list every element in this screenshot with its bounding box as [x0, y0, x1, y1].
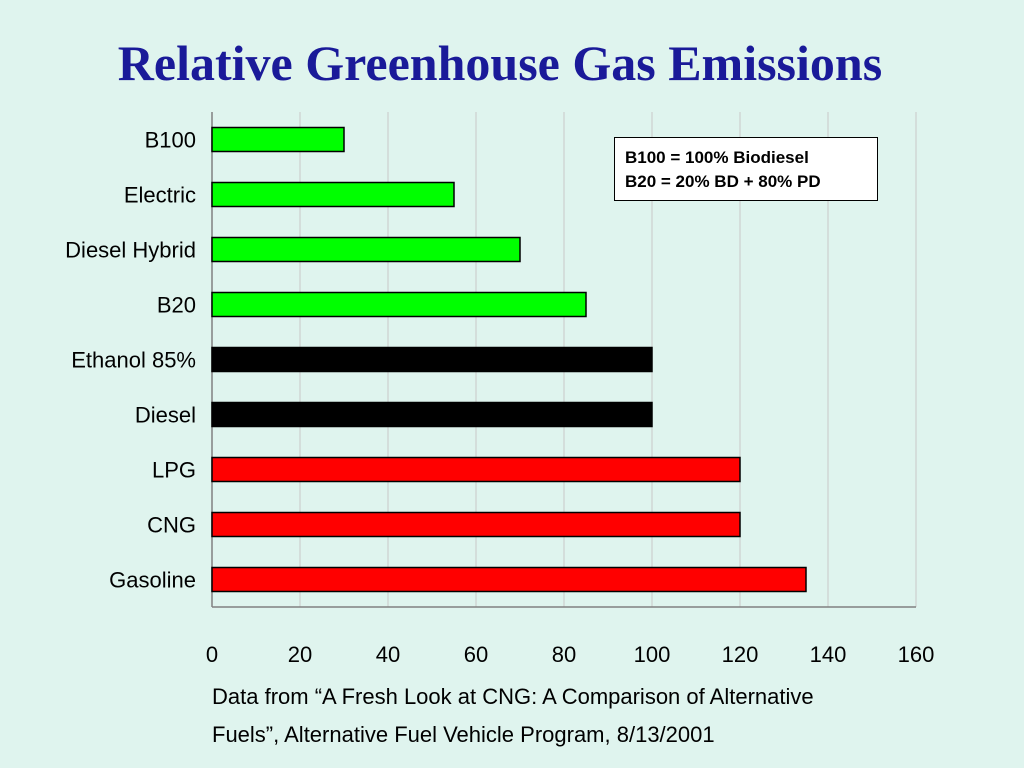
bar-diesel-hybrid [211, 236, 521, 263]
category-label: Ethanol 85% [71, 348, 196, 373]
source-line-2: Fuels”, Alternative Fuel Vehicle Program… [212, 722, 715, 747]
category-label: LPG [152, 458, 196, 483]
bars [211, 126, 807, 593]
x-tick-label: 120 [722, 642, 759, 667]
note-line-b100: B100 = 100% Biodiesel [625, 148, 809, 167]
x-tick-label: 60 [464, 642, 488, 667]
category-label: Diesel [135, 403, 196, 428]
x-tick-label: 0 [206, 642, 218, 667]
bar-b20 [211, 291, 587, 318]
category-label: B20 [157, 293, 196, 318]
bar-lpg [211, 456, 741, 483]
abbreviation-note: B100 = 100% Biodiesel B20 = 20% BD + 80%… [614, 137, 878, 201]
slide-title: Relative Greenhouse Gas Emissions [117, 35, 883, 91]
category-label: Gasoline [109, 568, 196, 593]
bar-cng [211, 511, 741, 538]
x-tick-label: 100 [634, 642, 671, 667]
source-line-1: Data from “A Fresh Look at CNG: A Compar… [212, 684, 814, 709]
bar-diesel [211, 401, 653, 428]
category-label: B100 [145, 128, 196, 153]
x-tick-label: 140 [810, 642, 847, 667]
x-tick-label: 160 [898, 642, 935, 667]
category-labels: B100 Electric Diesel Hybrid B20 Ethanol 85% D… [65, 128, 196, 593]
bar-electric [211, 181, 455, 208]
x-tick-label: 80 [552, 642, 576, 667]
x-tick-label: 20 [288, 642, 312, 667]
bar-ethanol-85 [211, 346, 653, 373]
category-label: Electric [124, 183, 196, 208]
bar-gasoline [211, 566, 807, 593]
bar-b100 [211, 126, 345, 153]
x-tick-label: 40 [376, 642, 400, 667]
category-label: CNG [147, 513, 196, 538]
x-tick-labels: 0 20 40 60 80 100 120 140 160 [206, 642, 934, 667]
category-label: Diesel Hybrid [65, 238, 196, 263]
note-line-b20: B20 = 20% BD + 80% PD [625, 172, 821, 191]
source-citation: Data from “A Fresh Look at CNG: A Compar… [212, 678, 1002, 754]
